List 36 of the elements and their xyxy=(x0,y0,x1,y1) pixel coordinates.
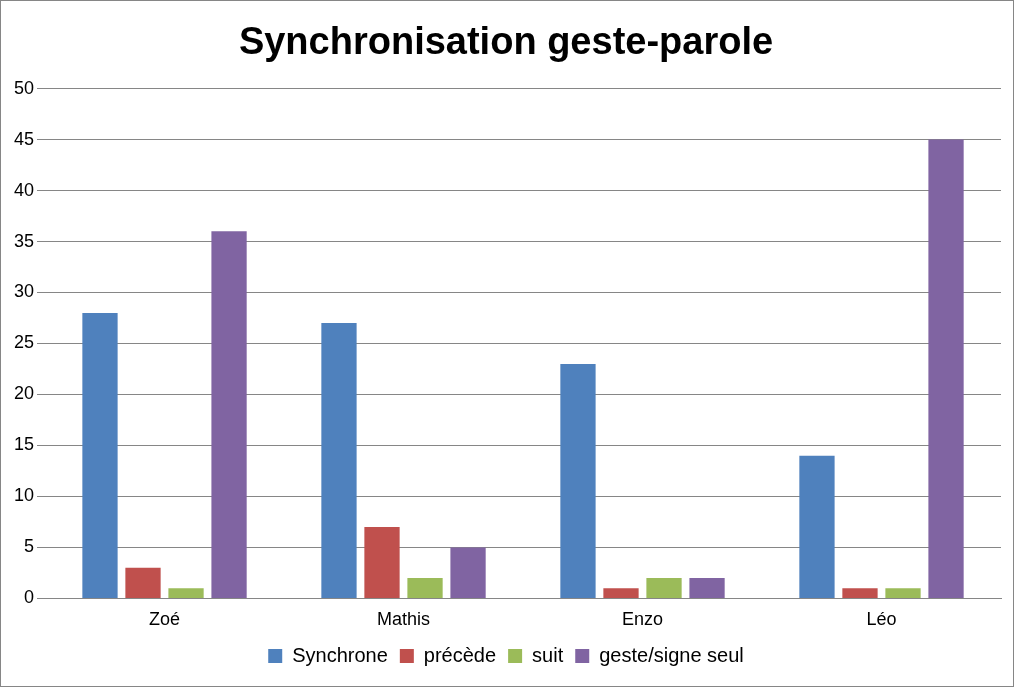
bar xyxy=(450,547,486,598)
bar xyxy=(407,578,443,598)
bar xyxy=(364,527,400,598)
y-tick-label: 35 xyxy=(13,230,35,251)
bar xyxy=(799,455,835,598)
bar xyxy=(646,578,682,598)
bar xyxy=(689,578,725,598)
y-tick-label: 30 xyxy=(13,281,35,302)
x-tick-label: Zoé xyxy=(149,609,181,630)
y-tick-label: 15 xyxy=(13,434,35,455)
x-tick-label: Enzo xyxy=(621,609,664,630)
y-tick-label: 25 xyxy=(13,332,35,353)
bar xyxy=(168,588,204,598)
bar xyxy=(82,312,118,598)
bar xyxy=(125,567,161,598)
x-tick-label: Léo xyxy=(866,609,897,630)
y-tick-label: 10 xyxy=(13,485,35,506)
bar xyxy=(560,363,596,598)
legend-label: geste/signe seul xyxy=(599,643,744,666)
y-tick-label: 0 xyxy=(24,587,35,608)
legend-label: suit xyxy=(532,643,564,666)
y-tick-label: 50 xyxy=(13,77,35,98)
y-tick-label: 45 xyxy=(13,128,35,149)
bar xyxy=(603,588,639,598)
legend-label: précède xyxy=(423,643,497,666)
bar xyxy=(885,588,921,598)
bar xyxy=(321,323,357,598)
y-tick-label: 5 xyxy=(24,536,35,557)
y-tick-label: 40 xyxy=(13,179,35,200)
y-tick-label: 20 xyxy=(13,383,35,404)
bar xyxy=(842,588,878,598)
bar xyxy=(928,139,964,598)
x-tick-label: Mathis xyxy=(377,609,431,630)
bar xyxy=(211,231,247,598)
chart-title: Synchronisation geste-parole xyxy=(238,20,774,63)
legend-label: Synchrone xyxy=(292,643,388,666)
